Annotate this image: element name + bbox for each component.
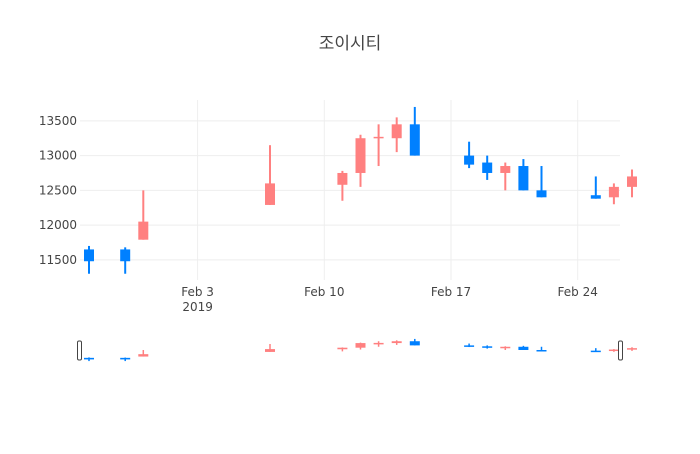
candle-body xyxy=(355,138,366,173)
range-slider-body xyxy=(482,346,493,348)
candle-body xyxy=(518,166,529,191)
candle-increasing xyxy=(391,117,402,153)
candle-increasing xyxy=(627,169,637,198)
candle-body xyxy=(120,249,131,262)
candle-body xyxy=(138,221,149,240)
candle-body xyxy=(391,124,402,139)
range-slider-body xyxy=(337,347,348,350)
x-tick-year-label: 2019 xyxy=(182,300,213,314)
candle-body xyxy=(337,172,348,185)
range-slider-body xyxy=(120,357,131,360)
y-tick-label: 13500 xyxy=(39,114,77,128)
candle-body xyxy=(84,249,94,262)
candle-body xyxy=(482,162,493,173)
candle-body xyxy=(265,183,275,205)
y-tick-label: 12500 xyxy=(39,183,77,197)
range-slider-body xyxy=(536,350,547,352)
range-slider-body xyxy=(464,345,475,347)
range-slider-candle xyxy=(138,350,149,357)
range-slider-body xyxy=(373,342,384,345)
candle-decreasing xyxy=(518,159,529,191)
range-slider-candle xyxy=(590,348,601,353)
candle-decreasing xyxy=(409,106,420,156)
range-slider-body xyxy=(391,341,402,344)
x-tick-label: Feb 24 xyxy=(558,285,598,299)
chart-title: 조이시티 xyxy=(319,34,382,54)
range-slider-candle xyxy=(482,345,493,349)
candle-body xyxy=(409,124,420,156)
range-slider-candle xyxy=(409,338,420,346)
range-slider-candle xyxy=(120,357,131,362)
y-tick-label: 12000 xyxy=(39,218,77,232)
range-slider[interactable] xyxy=(77,338,638,362)
y-tick-label: 11500 xyxy=(39,253,77,267)
candle-body xyxy=(373,136,384,139)
range-slider-candle xyxy=(373,341,384,347)
range-slider-candle xyxy=(355,342,366,350)
range-slider-candle xyxy=(265,344,275,352)
range-slider-candle xyxy=(337,347,348,352)
range-slider-body xyxy=(500,346,511,349)
range-slider-right-handle[interactable] xyxy=(618,340,623,361)
range-slider-candle xyxy=(518,345,529,350)
candle-increasing xyxy=(500,162,511,191)
x-tick-label: Feb 3 xyxy=(181,285,214,299)
x-tick-label: Feb 17 xyxy=(431,285,471,299)
candle-increasing xyxy=(608,183,619,205)
range-slider-body xyxy=(409,341,420,346)
candle-increasing xyxy=(337,170,348,201)
candle-decreasing xyxy=(84,245,94,274)
range-slider-body xyxy=(590,350,601,353)
candle-decreasing xyxy=(120,247,131,274)
range-slider-candle xyxy=(464,343,475,348)
range-slider-candle xyxy=(391,340,402,345)
y-axis: 11500 12000 12500 13000 13500 xyxy=(39,114,77,267)
range-slider-candle xyxy=(627,347,637,351)
range-slider-candle xyxy=(536,346,547,352)
range-slider-body xyxy=(265,349,275,352)
range-slider-body xyxy=(84,357,94,360)
candle-decreasing xyxy=(590,176,601,199)
grid xyxy=(80,100,620,280)
candle-decreasing xyxy=(482,155,493,180)
range-slider-left-handle[interactable] xyxy=(77,340,82,361)
range-slider-candle xyxy=(500,346,511,350)
candle-increasing xyxy=(373,124,384,167)
candle-body xyxy=(608,186,619,198)
candle-increasing xyxy=(138,190,149,240)
candles xyxy=(84,106,637,274)
range-slider-body xyxy=(627,348,637,350)
candle-body xyxy=(590,195,601,199)
range-slider-body xyxy=(608,349,619,352)
range-slider-candle xyxy=(608,349,619,352)
candle-body xyxy=(627,176,637,187)
candle-increasing xyxy=(265,145,275,205)
y-tick-label: 13000 xyxy=(39,149,77,163)
candle-decreasing xyxy=(464,141,475,169)
candle-body xyxy=(464,155,475,165)
range-slider-body xyxy=(518,346,529,350)
candle-body xyxy=(500,166,511,173)
candle-increasing xyxy=(355,134,366,187)
range-slider-candle xyxy=(84,357,94,362)
range-slider-body xyxy=(355,343,366,348)
candle-body xyxy=(536,190,547,198)
range-slider-body xyxy=(138,354,149,357)
candle-decreasing xyxy=(536,166,547,198)
x-tick-label: Feb 10 xyxy=(304,285,344,299)
